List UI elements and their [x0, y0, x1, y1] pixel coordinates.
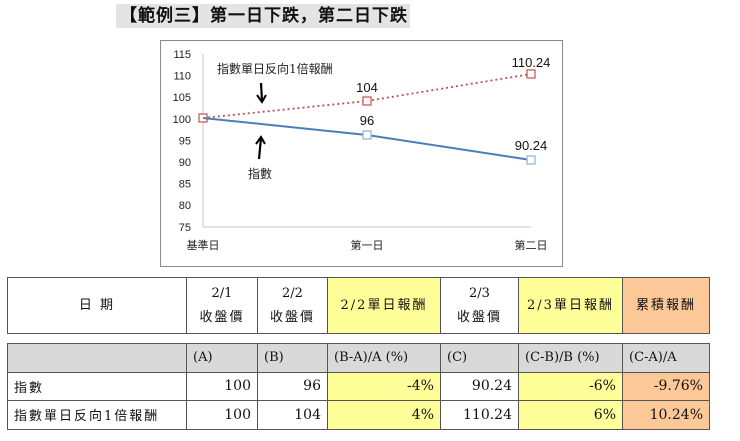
svg-text:110: 110	[173, 71, 191, 83]
svg-text:115: 115	[173, 49, 191, 61]
row-label: 指數	[7, 371, 187, 401]
svg-text:110.24: 110.24	[512, 55, 551, 70]
down-arrow-icon	[256, 82, 267, 104]
svg-text:96: 96	[360, 113, 374, 128]
up-arrow-icon	[255, 135, 266, 160]
row-label: 指數單日反向1倍報酬	[7, 400, 187, 430]
table-row: 指數單日反向1倍報酬 100 104 4% 110.24 6% 10.24%	[7, 400, 710, 430]
chart-svg: 115 110 105 100 95 90 85 80 75 基準日 第一日 第…	[173, 49, 551, 252]
svg-text:80: 80	[179, 200, 191, 212]
line-chart: 115 110 105 100 95 90 85 80 75 基準日 第一日 第…	[160, 40, 563, 267]
index-annotation: 指數	[248, 166, 272, 181]
inverse-marker	[526, 69, 536, 79]
svg-text:95: 95	[179, 135, 191, 147]
svg-text:105: 105	[173, 92, 191, 104]
date-header: 日 期	[7, 277, 187, 334]
table-row: 指數 100 96 -4% 90.24 -6% -9.76%	[7, 371, 710, 401]
svg-text:90: 90	[179, 157, 191, 169]
header-table: 日 期 2/1 收盤價 2/2 收盤價 2/2單日報酬 2/3 收盤價 2/3單…	[7, 277, 710, 334]
svg-text:104: 104	[356, 80, 378, 95]
index-marker	[526, 155, 536, 165]
data-labels: 104 110.24 96 90.24	[356, 55, 550, 153]
inverse-annotation: 指數單日反向1倍報酬	[217, 61, 333, 76]
index-marker	[362, 130, 372, 140]
x-tick-labels: 基準日 第一日 第二日	[187, 238, 548, 252]
svg-text:第一日: 第一日	[351, 238, 384, 252]
page-title: 【範例三】第一日下跌，第二日下跌	[116, 4, 410, 28]
data-table: (A) (B) (B-A)/A (%) (C) (C-B)/B (%) (C-A…	[7, 343, 710, 430]
svg-text:基準日: 基準日	[187, 238, 220, 252]
col-2-2-close-header: 2/2 收盤價	[257, 277, 328, 334]
col-2-2-daily-return-header: 2/2單日報酬	[327, 277, 441, 334]
inverse-marker	[362, 96, 372, 106]
svg-text:75: 75	[179, 222, 191, 234]
svg-text:100: 100	[173, 114, 191, 126]
svg-text:90.24: 90.24	[515, 138, 548, 153]
y-tick-labels: 115 110 105 100 95 90 85 80 75	[173, 49, 191, 234]
cumulative-return-header: 累積報酬	[622, 277, 710, 334]
col-2-1-close-header: 2/1 收盤價	[186, 277, 258, 334]
svg-text:第二日: 第二日	[515, 238, 548, 252]
svg-text:85: 85	[179, 179, 191, 191]
col-2-3-close-header: 2/3 收盤價	[440, 277, 519, 334]
col-2-3-daily-return-header: 2/3單日報酬	[518, 277, 623, 334]
formula-row: (A) (B) (B-A)/A (%) (C) (C-B)/B (%) (C-A…	[7, 343, 710, 373]
inverse-series-line	[202, 73, 532, 119]
